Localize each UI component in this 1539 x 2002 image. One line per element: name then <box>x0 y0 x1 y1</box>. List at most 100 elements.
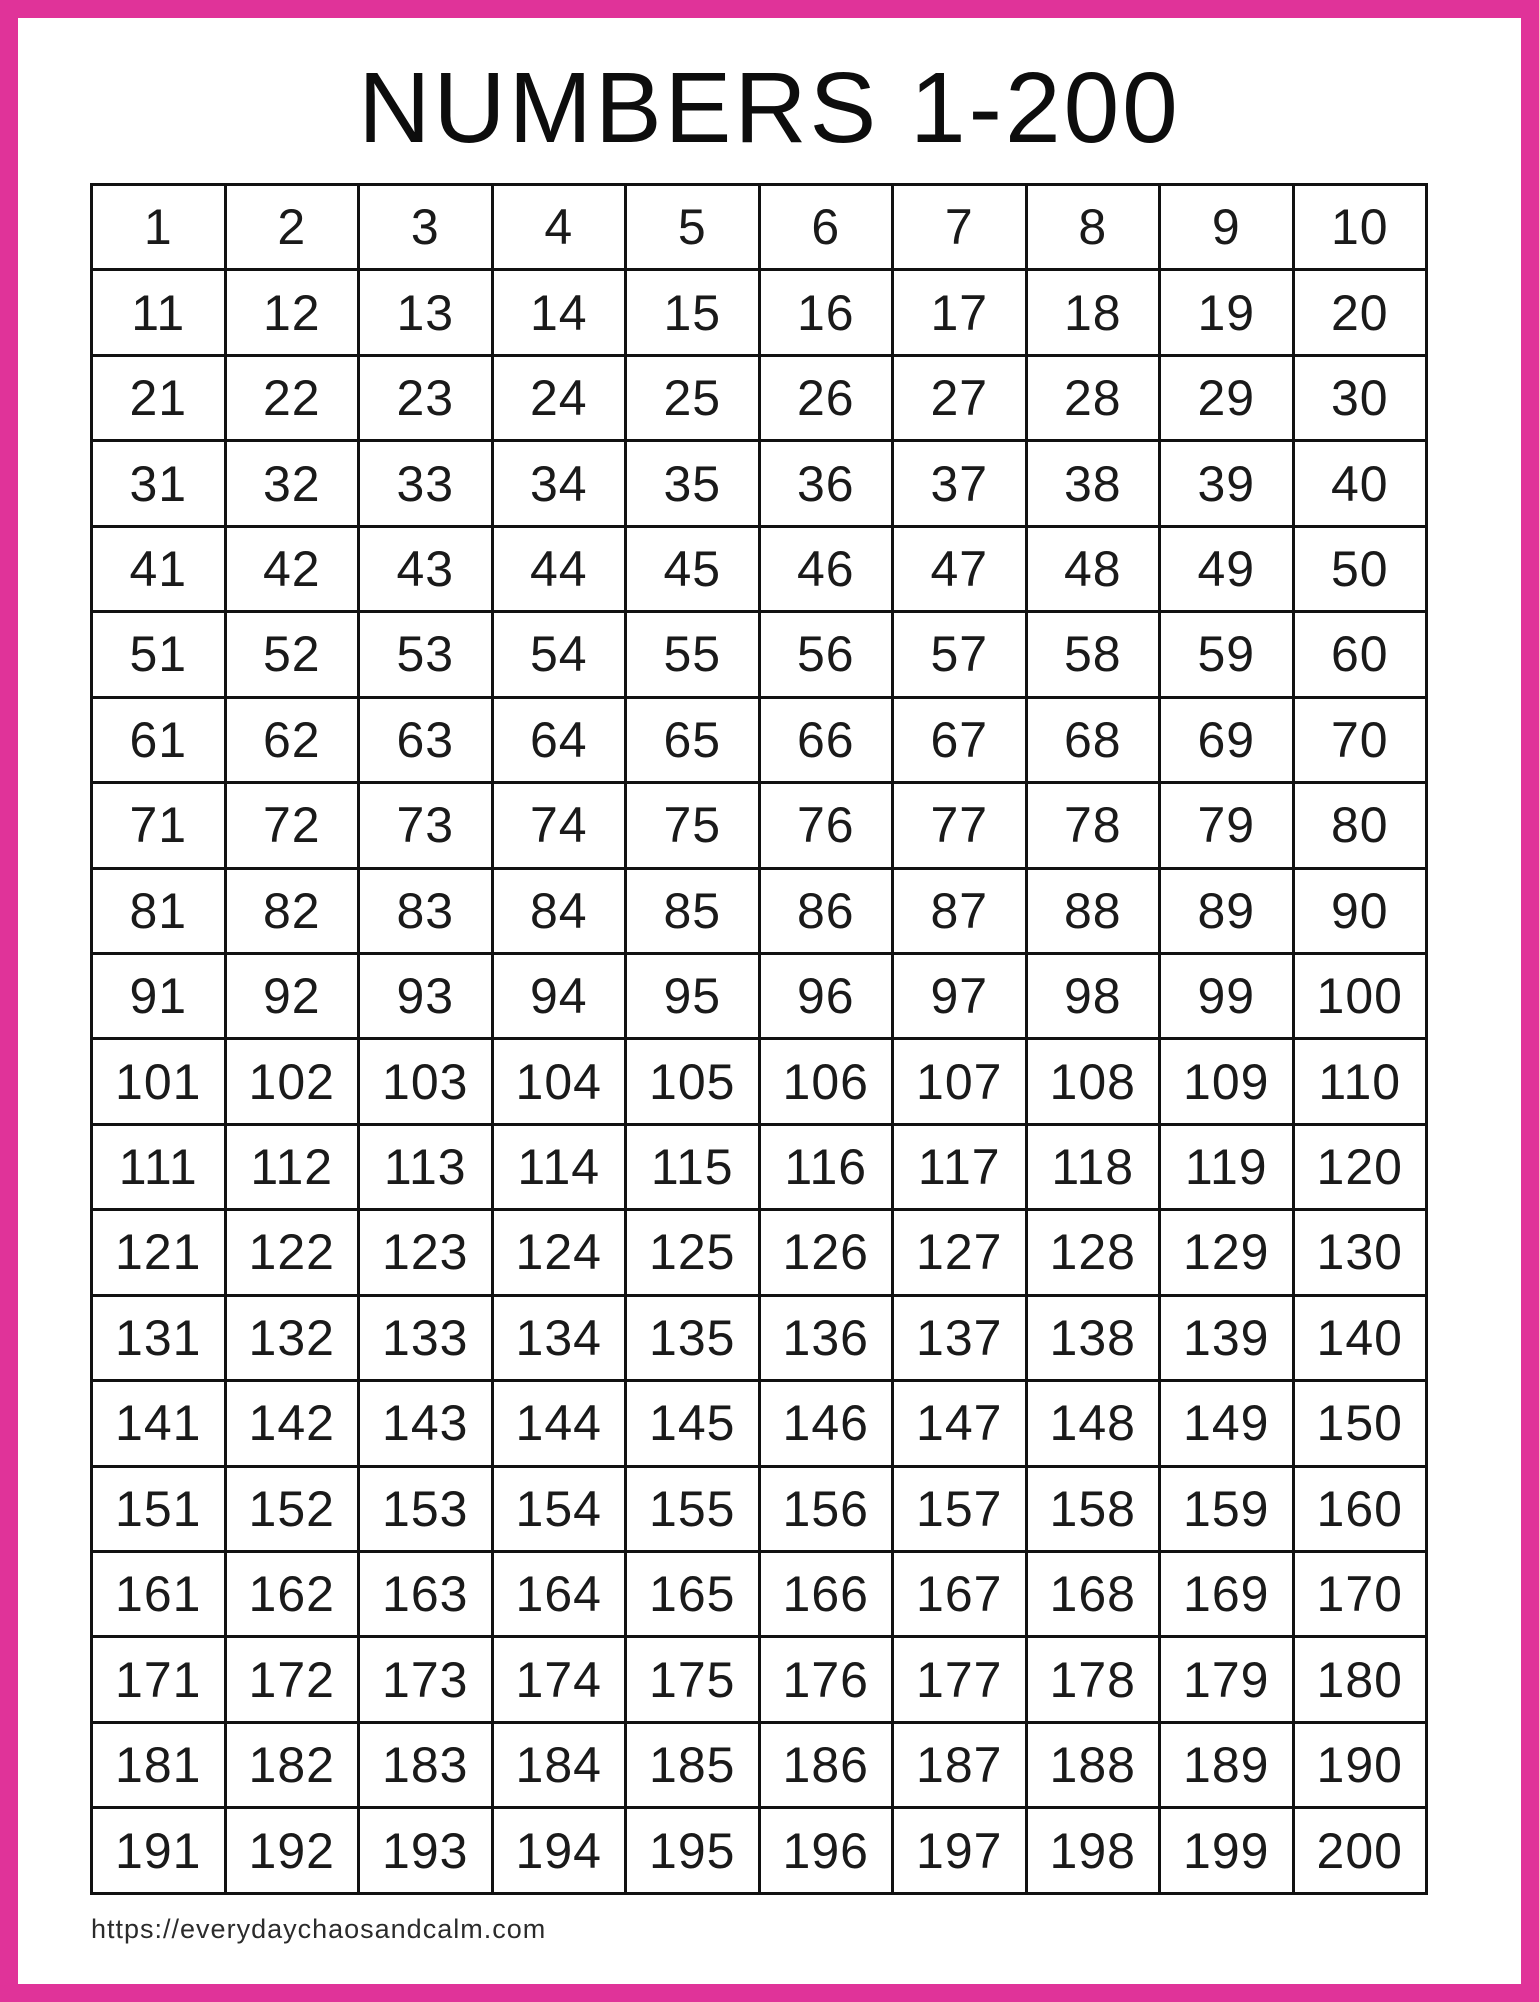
number-cell: 140 <box>1291 1293 1428 1383</box>
number-cell: 49 <box>1158 524 1295 614</box>
number-cell: 182 <box>223 1720 360 1810</box>
number-cell: 127 <box>891 1208 1028 1297</box>
number-cell: 82 <box>223 866 360 955</box>
number-row: 131 132 133 134 135 136 137 138 139 140 <box>90 1293 1428 1383</box>
number-cell: 83 <box>357 866 494 955</box>
number-row: 1 2 3 4 5 6 7 8 9 10 <box>90 182 1428 272</box>
number-cell: 184 <box>490 1720 627 1810</box>
number-cell: 91 <box>90 951 227 1041</box>
number-cell: 173 <box>357 1635 494 1724</box>
number-cell: 160 <box>1291 1464 1428 1554</box>
number-cell: 162 <box>223 1549 360 1639</box>
number-cell: 165 <box>624 1549 761 1639</box>
number-cell: 128 <box>1024 1208 1161 1297</box>
number-cell: 66 <box>757 695 894 785</box>
number-cell: 198 <box>1024 1806 1161 1895</box>
number-cell: 41 <box>90 524 227 614</box>
number-cell: 100 <box>1291 951 1428 1041</box>
number-cell: 192 <box>223 1806 360 1895</box>
number-cell: 44 <box>490 524 627 614</box>
number-cell: 193 <box>357 1806 494 1895</box>
number-cell: 107 <box>891 1037 1028 1126</box>
number-cell: 130 <box>1291 1208 1428 1297</box>
number-cell: 105 <box>624 1037 761 1126</box>
number-cell: 161 <box>90 1549 227 1639</box>
number-row: 141 142 143 144 145 146 147 148 149 150 <box>90 1379 1428 1468</box>
number-cell: 20 <box>1291 268 1428 357</box>
number-cell: 118 <box>1024 1122 1161 1212</box>
number-cell: 169 <box>1158 1549 1295 1639</box>
number-cell: 70 <box>1291 695 1428 785</box>
number-cell: 8 <box>1024 182 1161 272</box>
number-cell: 71 <box>90 781 227 870</box>
number-cell: 6 <box>757 182 894 272</box>
number-cell: 124 <box>490 1208 627 1297</box>
number-cell: 133 <box>357 1293 494 1383</box>
number-cell: 137 <box>891 1293 1028 1383</box>
number-row: 101 102 103 104 105 106 107 108 109 110 <box>90 1037 1428 1126</box>
number-cell: 4 <box>490 182 627 272</box>
number-cell: 77 <box>891 781 1028 870</box>
number-cell: 35 <box>624 439 761 528</box>
number-cell: 95 <box>624 951 761 1041</box>
number-cell: 109 <box>1158 1037 1295 1126</box>
number-cell: 200 <box>1291 1806 1428 1895</box>
number-cell: 57 <box>891 610 1028 699</box>
number-cell: 155 <box>624 1464 761 1554</box>
number-cell: 29 <box>1158 353 1295 443</box>
number-cell: 62 <box>223 695 360 785</box>
number-cell: 38 <box>1024 439 1161 528</box>
number-cell: 25 <box>624 353 761 443</box>
number-cell: 47 <box>891 524 1028 614</box>
number-cell: 27 <box>891 353 1028 443</box>
number-cell: 39 <box>1158 439 1295 528</box>
number-cell: 172 <box>223 1635 360 1724</box>
number-cell: 85 <box>624 866 761 955</box>
number-cell: 97 <box>891 951 1028 1041</box>
number-cell: 75 <box>624 781 761 870</box>
number-cell: 43 <box>357 524 494 614</box>
number-cell: 26 <box>757 353 894 443</box>
number-cell: 16 <box>757 268 894 357</box>
number-row: 71 72 73 74 75 76 77 78 79 80 <box>90 781 1428 870</box>
number-cell: 104 <box>490 1037 627 1126</box>
number-cell: 88 <box>1024 866 1161 955</box>
number-cell: 32 <box>223 439 360 528</box>
number-cell: 33 <box>357 439 494 528</box>
number-cell: 74 <box>490 781 627 870</box>
number-cell: 190 <box>1291 1720 1428 1810</box>
number-cell: 147 <box>891 1379 1028 1468</box>
number-cell: 132 <box>223 1293 360 1383</box>
number-cell: 101 <box>90 1037 227 1126</box>
number-cell: 11 <box>90 268 227 357</box>
number-row: 31 32 33 34 35 36 37 38 39 40 <box>90 439 1428 528</box>
number-cell: 194 <box>490 1806 627 1895</box>
number-cell: 40 <box>1291 439 1428 528</box>
number-cell: 196 <box>757 1806 894 1895</box>
number-cell: 144 <box>490 1379 627 1468</box>
number-cell: 151 <box>90 1464 227 1554</box>
number-cell: 134 <box>490 1293 627 1383</box>
number-cell: 108 <box>1024 1037 1161 1126</box>
number-cell: 73 <box>357 781 494 870</box>
number-cell: 156 <box>757 1464 894 1554</box>
number-cell: 131 <box>90 1293 227 1383</box>
number-cell: 135 <box>624 1293 761 1383</box>
number-cell: 92 <box>223 951 360 1041</box>
number-cell: 199 <box>1158 1806 1295 1895</box>
number-cell: 178 <box>1024 1635 1161 1724</box>
number-cell: 163 <box>357 1549 494 1639</box>
number-cell: 120 <box>1291 1122 1428 1212</box>
number-row: 151 152 153 154 155 156 157 158 159 160 <box>90 1464 1428 1554</box>
number-cell: 68 <box>1024 695 1161 785</box>
number-cell: 52 <box>223 610 360 699</box>
number-cell: 121 <box>90 1208 227 1297</box>
number-cell: 87 <box>891 866 1028 955</box>
number-cell: 116 <box>757 1122 894 1212</box>
number-row: 161 162 163 164 165 166 167 168 169 170 <box>90 1549 1428 1639</box>
number-cell: 195 <box>624 1806 761 1895</box>
number-cell: 125 <box>624 1208 761 1297</box>
number-cell: 142 <box>223 1379 360 1468</box>
number-cell: 81 <box>90 866 227 955</box>
